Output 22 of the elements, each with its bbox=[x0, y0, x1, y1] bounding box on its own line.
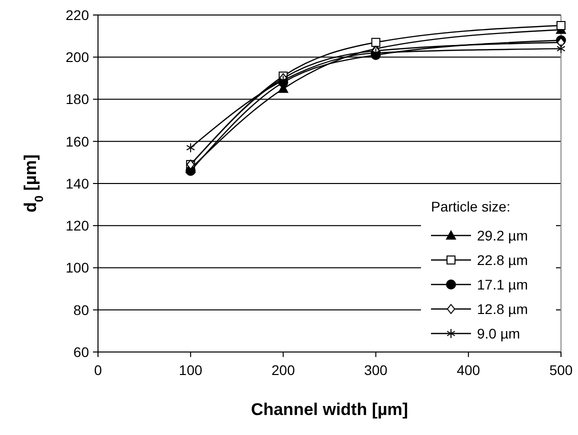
y-tick-label: 140 bbox=[66, 175, 90, 192]
x-axis-title: Channel width [µm] bbox=[250, 400, 408, 419]
y-tick-label: 80 bbox=[73, 302, 90, 318]
legend-label: 12.8 µm bbox=[477, 300, 528, 317]
y-tick-label: 220 bbox=[66, 6, 90, 23]
legend-label: 9.0 µm bbox=[477, 325, 520, 342]
y-tick-label: 120 bbox=[66, 218, 90, 234]
y-tick-label: 60 bbox=[73, 344, 90, 360]
x-tick-label: 0 bbox=[94, 362, 102, 378]
y-tick-label: 180 bbox=[66, 91, 90, 108]
x-tick-label: 100 bbox=[178, 362, 202, 378]
legend-label: 29.2 µm bbox=[477, 227, 528, 244]
x-tick-label: 300 bbox=[364, 362, 388, 378]
x-tick-label: 500 bbox=[549, 362, 573, 378]
x-tick-label: 200 bbox=[272, 362, 296, 378]
legend-title: Particle size: bbox=[431, 198, 510, 214]
legend-label: 17.1 µm bbox=[477, 276, 528, 292]
y-tick-label: 160 bbox=[66, 133, 90, 150]
legend-label: 22.8 µm bbox=[477, 252, 528, 268]
y-tick-label: 100 bbox=[66, 260, 90, 276]
x-tick-label: 400 bbox=[456, 362, 480, 378]
y-tick-label: 200 bbox=[66, 49, 90, 66]
